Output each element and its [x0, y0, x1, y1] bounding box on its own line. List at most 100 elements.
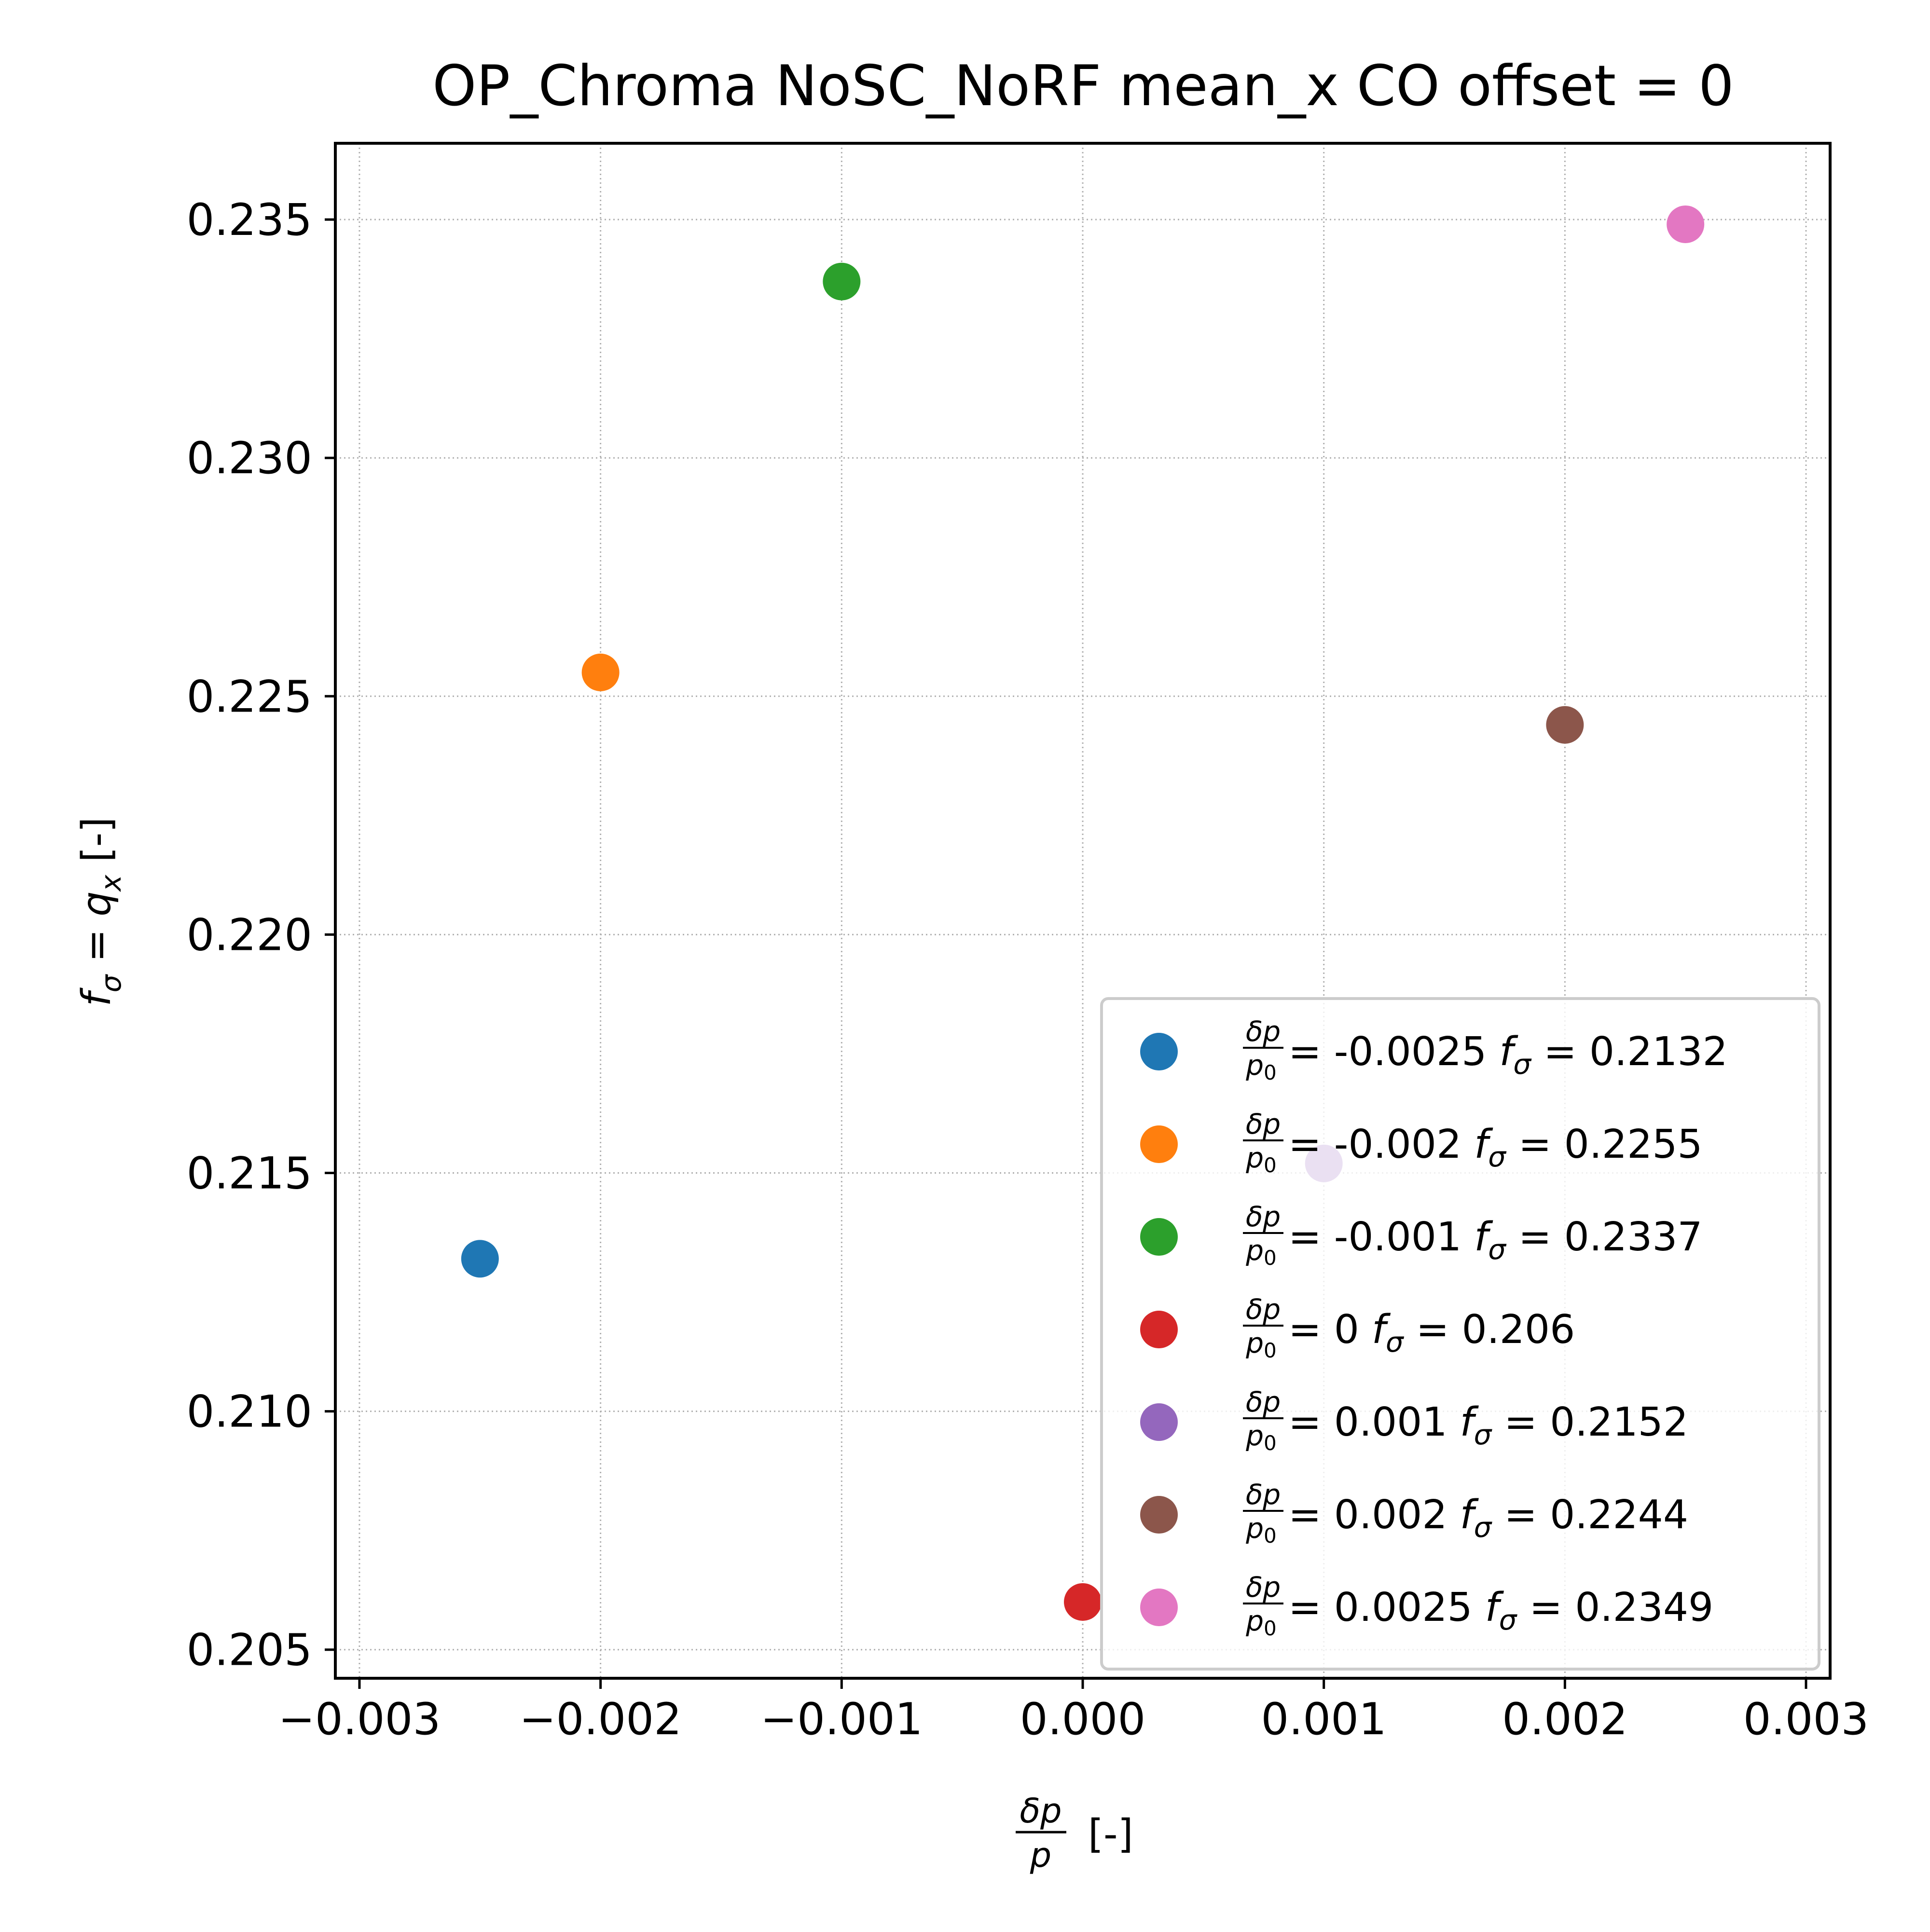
legend-frac-den-p: p — [1245, 1604, 1264, 1637]
ylabel-unit: [-] — [74, 817, 120, 875]
legend-marker — [1140, 1033, 1178, 1070]
legend-label: = -0.002 fσ = 0.2255 — [1288, 1122, 1703, 1173]
legend-frac-den-p: p — [1245, 1049, 1264, 1082]
data-point — [1667, 205, 1705, 243]
data-point — [823, 262, 861, 301]
legend-f-subscript: σ — [1488, 1140, 1507, 1173]
legend-frac-den-p: p — [1245, 1234, 1264, 1267]
y-tick-label: 0.205 — [186, 1625, 312, 1676]
legend-marker — [1140, 1311, 1178, 1348]
legend-box — [1100, 997, 1820, 1671]
x-tick-label: −0.003 — [278, 1694, 441, 1745]
legend-dp-value: = 0.0025 — [1288, 1585, 1485, 1631]
legend-frac-denominator: p0 — [1245, 1234, 1277, 1270]
legend-dp-value: = 0.001 — [1288, 1399, 1460, 1445]
legend-f-value: = 0.2255 — [1506, 1122, 1703, 1167]
legend-f-subscript: σ — [1488, 1233, 1507, 1266]
legend-dp-value: = -0.0025 — [1288, 1029, 1499, 1075]
legend-f-value: = 0.2152 — [1491, 1399, 1688, 1445]
legend-frac-numerator: δp — [1246, 1478, 1281, 1511]
legend-frac-den-p: p — [1245, 1327, 1264, 1359]
xlabel-numerator: δp — [1020, 1791, 1062, 1831]
legend-frac-numerator: δp — [1246, 1385, 1281, 1418]
legend-label: = 0 fσ = 0.206 — [1288, 1307, 1575, 1358]
data-point — [581, 653, 620, 691]
ylabel-q: q — [74, 891, 120, 917]
y-tick-label: 0.235 — [186, 195, 312, 246]
legend-f-value: = 0.206 — [1404, 1307, 1575, 1353]
legend-frac-den-sub: 0 — [1264, 1524, 1277, 1548]
y-tick-label: 0.225 — [186, 671, 312, 722]
legend-frac-denominator: p0 — [1245, 1419, 1277, 1455]
ylabel-text: fσ = qx [-] — [74, 817, 127, 1007]
legend-frac-numerator: δp — [1246, 1108, 1281, 1140]
data-point — [1546, 706, 1584, 744]
data-point — [461, 1240, 499, 1278]
x-tick-label: −0.002 — [519, 1694, 682, 1745]
legend-frac-den-sub: 0 — [1264, 1153, 1277, 1177]
ylabel-q-subscript: x — [95, 875, 127, 892]
legend-dp-value: = -0.002 — [1288, 1122, 1474, 1167]
x-tick-label: 0.001 — [1261, 1694, 1387, 1745]
y-tick-label: 0.210 — [186, 1387, 312, 1438]
legend-frac-den-p: p — [1245, 1512, 1264, 1545]
legend-frac-den-sub: 0 — [1264, 1617, 1277, 1640]
x-tick-label: −0.001 — [760, 1694, 923, 1745]
data-point — [1064, 1583, 1102, 1621]
legend-frac-den-sub: 0 — [1264, 1246, 1277, 1270]
legend-f-value: = 0.2349 — [1516, 1585, 1713, 1631]
legend-frac-den-p: p — [1245, 1419, 1264, 1452]
legend-label: = -0.001 fσ = 0.2337 — [1288, 1214, 1703, 1266]
legend-marker — [1140, 1403, 1178, 1441]
legend-label: = 0.0025 fσ = 0.2349 — [1288, 1585, 1713, 1636]
legend-dp-value: = -0.001 — [1288, 1214, 1474, 1260]
x-tick-label: 0.002 — [1502, 1694, 1628, 1745]
legend-frac-den-sub: 0 — [1264, 1061, 1277, 1084]
legend-frac-denominator: p0 — [1245, 1512, 1277, 1548]
legend-frac-denominator: p0 — [1245, 1604, 1277, 1640]
y-tick-label: 0.230 — [186, 433, 312, 484]
legend-f-value: = 0.2244 — [1491, 1492, 1688, 1538]
legend-frac-denominator: p0 — [1245, 1049, 1277, 1084]
y-axis-ticks: 0.205 0.210 0.215 0.220 0.225 0.230 0.235 — [186, 195, 335, 1676]
x-tick-label: 0.003 — [1743, 1694, 1869, 1745]
ylabel-f-subscript: σ — [95, 973, 127, 992]
legend-label: = 0.002 fσ = 0.2244 — [1288, 1492, 1688, 1544]
legend-marker — [1140, 1589, 1178, 1626]
x-axis-label: δp p [-] — [1016, 1791, 1133, 1875]
legend-frac-denominator: p0 — [1245, 1327, 1277, 1362]
legend-marker — [1140, 1218, 1178, 1256]
ylabel-equals: = — [74, 917, 120, 975]
legend-label: = -0.0025 fσ = 0.2132 — [1288, 1029, 1728, 1081]
xlabel-denominator: p — [1030, 1836, 1051, 1875]
xlabel-unit: [-] — [1088, 1811, 1133, 1857]
legend-dp-value: = 0.002 — [1288, 1492, 1460, 1538]
y-tick-label: 0.215 — [186, 1149, 312, 1199]
legend-frac-numerator: δp — [1246, 1293, 1281, 1326]
legend-f-subscript: σ — [1386, 1326, 1405, 1358]
legend-frac-numerator: δp — [1246, 1200, 1281, 1233]
legend-frac-den-p: p — [1245, 1141, 1264, 1174]
grid — [335, 143, 1830, 1678]
legend-f-subscript: σ — [1499, 1603, 1518, 1636]
legend-f-subscript: σ — [1513, 1048, 1532, 1081]
x-axis-ticks: −0.003 −0.002 −0.001 0.000 0.001 0.002 0.003 — [278, 1678, 1869, 1745]
chart-title: OP_Chroma NoSC_NoRF mean_x CO offset = 0 — [432, 54, 1734, 119]
legend-marker — [1140, 1496, 1178, 1534]
legend-marker — [1140, 1125, 1178, 1163]
legend-frac-numerator: δp — [1246, 1571, 1281, 1603]
legend-frac-den-sub: 0 — [1264, 1339, 1277, 1362]
legend-f-value: = 0.2337 — [1506, 1214, 1703, 1260]
legend-label: = 0.001 fσ = 0.2152 — [1288, 1399, 1688, 1451]
legend-frac-den-sub: 0 — [1264, 1431, 1277, 1455]
x-tick-label: 0.000 — [1020, 1694, 1146, 1745]
legend-frac-denominator: p0 — [1245, 1141, 1277, 1177]
legend-dp-value: = 0 — [1288, 1307, 1372, 1353]
y-tick-label: 0.220 — [186, 910, 312, 960]
legend-f-value: = 0.2132 — [1531, 1029, 1728, 1075]
legend-f-subscript: σ — [1474, 1418, 1492, 1451]
legend-f-subscript: σ — [1474, 1511, 1492, 1544]
